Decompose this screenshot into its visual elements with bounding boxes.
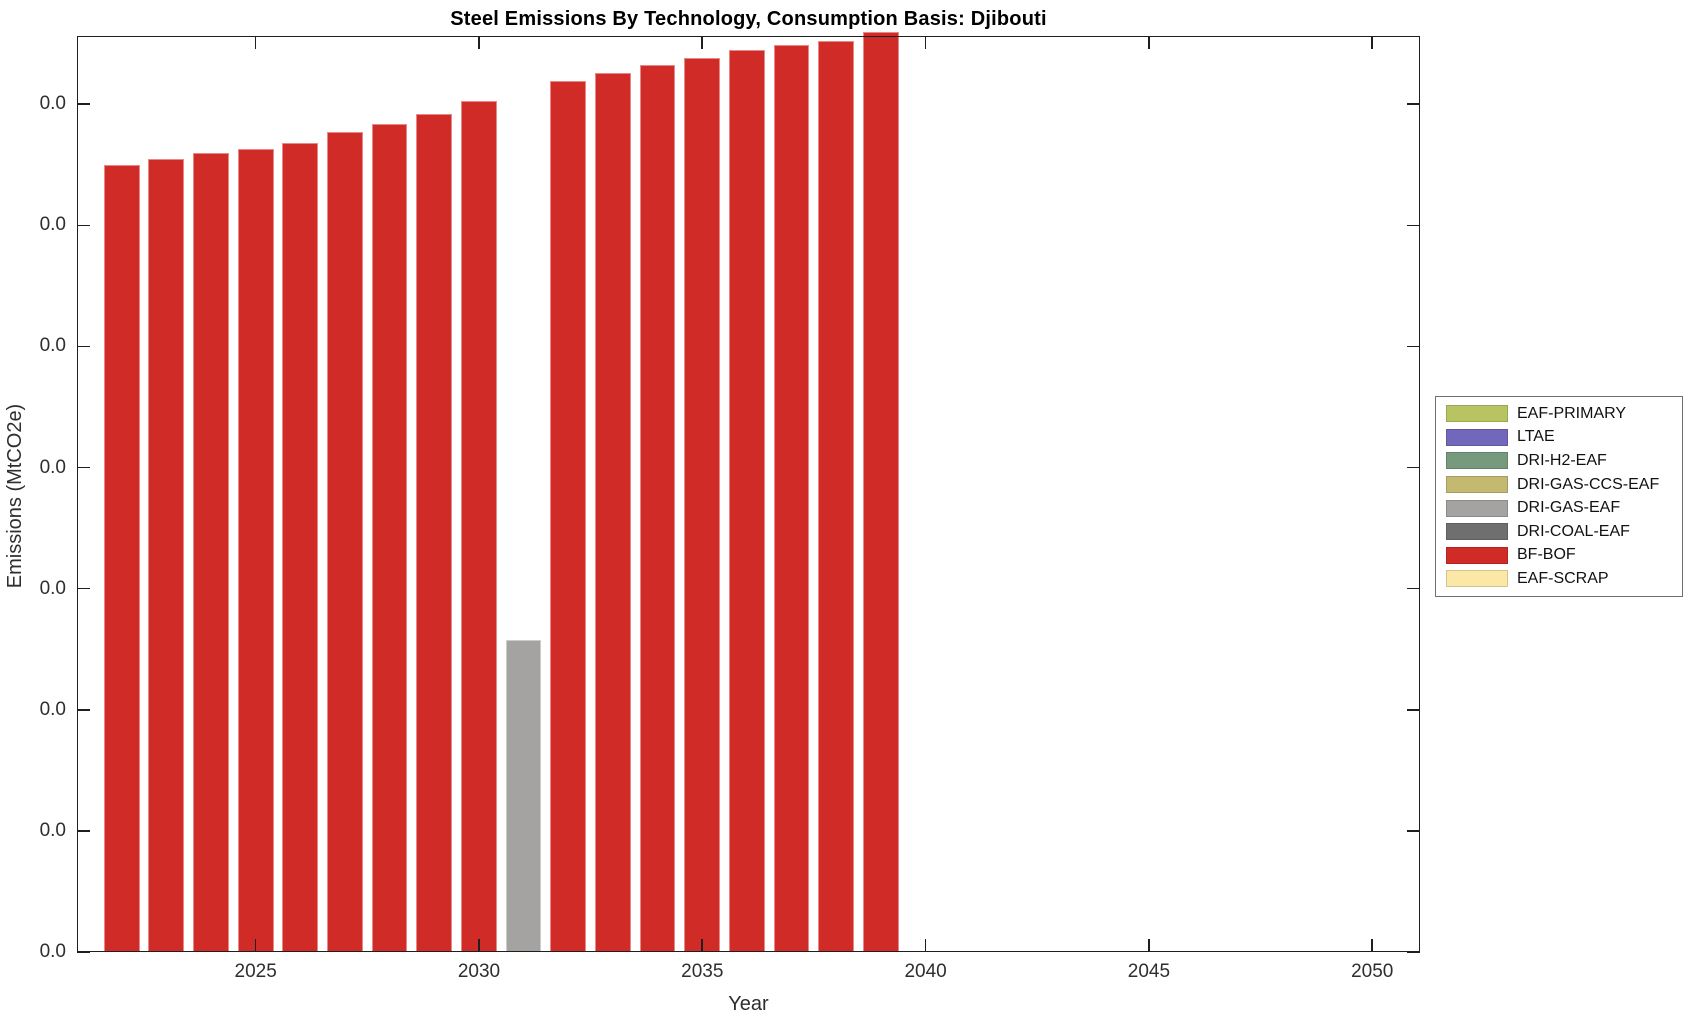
bar-bf-bof-2032 — [550, 81, 587, 952]
axis-tick — [1407, 951, 1420, 953]
y-tick-label-7: 0.0 — [39, 93, 66, 115]
axis-tick — [1371, 939, 1373, 952]
bar-bf-bof-2027 — [327, 132, 363, 952]
axis-tick — [701, 939, 704, 952]
axis-tick — [1407, 345, 1420, 348]
axis-tick — [77, 103, 90, 105]
legend-item-eaf-scrap: EAF-SCRAP — [1436, 567, 1682, 591]
axis-tick — [77, 587, 90, 590]
legend-label: DRI-COAL-EAF — [1517, 522, 1630, 540]
legend-swatch-dri-gas-eaf — [1446, 499, 1508, 517]
axis-tick — [1407, 224, 1420, 227]
legend-item-dri-h2-eaf: DRI-H2-EAF — [1436, 449, 1682, 473]
legend-label: DRI-H2-EAF — [1517, 451, 1607, 469]
bar-bf-bof-2034 — [639, 65, 676, 952]
legend-swatch-ltae — [1446, 428, 1508, 446]
axis-tick — [1148, 36, 1150, 49]
axis-tick — [254, 36, 257, 49]
axis-tick — [1407, 587, 1420, 590]
legend-label: EAF-PRIMARY — [1517, 404, 1627, 422]
bar-bf-bof-2029 — [416, 113, 453, 952]
bar-bf-bof-2039 — [863, 31, 899, 952]
legend-item-bf-bof: BF-BOF — [1436, 544, 1682, 568]
legend-swatch-bf-bof — [1446, 546, 1508, 564]
y-tick-label-6: 0.0 — [39, 214, 66, 236]
y-tick-label-2: 0.0 — [39, 698, 66, 720]
legend-label: LTAE — [1517, 428, 1555, 446]
axis-tick — [77, 951, 90, 953]
axis-tick — [1407, 466, 1420, 469]
legend-item-eaf-primary: EAF-PRIMARY — [1436, 402, 1682, 426]
legend-swatch-dri-gas-ccs-eaf — [1446, 476, 1508, 494]
bar-bf-bof-2033 — [595, 72, 631, 952]
chart-title: Steel Emissions By Technology, Consumpti… — [450, 8, 1047, 30]
legend-label: BF-BOF — [1517, 546, 1576, 564]
bar-bf-bof-2022 — [103, 164, 140, 952]
axis-tick — [77, 708, 90, 711]
legend-swatch-eaf-primary — [1446, 405, 1508, 423]
axis-tick — [254, 939, 257, 952]
x-tick-label-2025: 2025 — [234, 961, 277, 982]
bar-bf-bof-2023 — [148, 158, 185, 952]
y-tick-label-3: 0.0 — [39, 577, 66, 599]
bar-bf-bof-2037 — [773, 44, 810, 952]
legend-label: DRI-GAS-EAF — [1517, 499, 1621, 517]
legend-item-dri-coal-eaf: DRI-COAL-EAF — [1436, 520, 1682, 544]
axis-tick — [77, 466, 90, 469]
legend-label: DRI-GAS-CCS-EAF — [1517, 475, 1660, 493]
bar-bf-bof-2024 — [193, 152, 229, 952]
axis-tick — [478, 939, 480, 952]
x-tick-label-2045: 2045 — [1127, 961, 1171, 982]
legend-swatch-dri-coal-eaf — [1446, 523, 1508, 541]
axis-tick — [77, 224, 90, 227]
axis-tick — [924, 939, 927, 952]
axis-tick — [924, 36, 927, 49]
axis-tick — [1407, 103, 1420, 105]
x-tick-label-2040: 2040 — [904, 961, 947, 982]
x-tick-label-2035: 2035 — [681, 961, 724, 982]
legend: EAF-PRIMARY LTAE DRI-H2-EAF DRI-GAS-CCS-EAF… — [1435, 396, 1683, 597]
axis-tick — [1407, 708, 1420, 711]
axis-tick — [77, 830, 90, 832]
bar-dri-gas-eaf-2031 — [505, 639, 542, 952]
legend-label: EAF-SCRAP — [1517, 569, 1609, 587]
bar-bf-bof-2036 — [729, 49, 765, 952]
axis-tick — [1407, 830, 1420, 832]
y-tick-label-4: 0.0 — [39, 456, 66, 478]
axis-tick — [478, 36, 480, 49]
x-tick-label-2030: 2030 — [457, 961, 501, 982]
bar-bf-bof-2028 — [371, 123, 408, 952]
axis-tick — [1371, 36, 1373, 49]
legend-swatch-eaf-scrap — [1446, 570, 1508, 588]
legend-item-dri-gas-ccs-eaf: DRI-GAS-CCS-EAF — [1436, 473, 1682, 497]
y-tick-label-5: 0.0 — [39, 335, 66, 357]
legend-swatch-dri-h2-eaf — [1446, 452, 1508, 470]
bar-bf-bof-2030 — [461, 100, 497, 952]
bar-bf-bof-2035 — [684, 58, 721, 952]
y-tick-label-0: 0.0 — [39, 941, 66, 962]
x-axis-label: Year — [728, 993, 769, 1015]
legend-item-dri-gas-eaf: DRI-GAS-EAF — [1436, 496, 1682, 520]
axis-tick — [1148, 939, 1150, 952]
bar-bf-bof-2025 — [237, 149, 274, 952]
y-tick-label-1: 0.0 — [39, 819, 66, 841]
axis-tick — [77, 345, 90, 348]
legend-item-ltae: LTAE — [1436, 426, 1682, 450]
bar-bf-bof-2038 — [818, 41, 855, 952]
bar-bf-bof-2026 — [282, 142, 319, 952]
axis-tick — [701, 36, 704, 49]
x-tick-label-2050: 2050 — [1351, 961, 1394, 982]
